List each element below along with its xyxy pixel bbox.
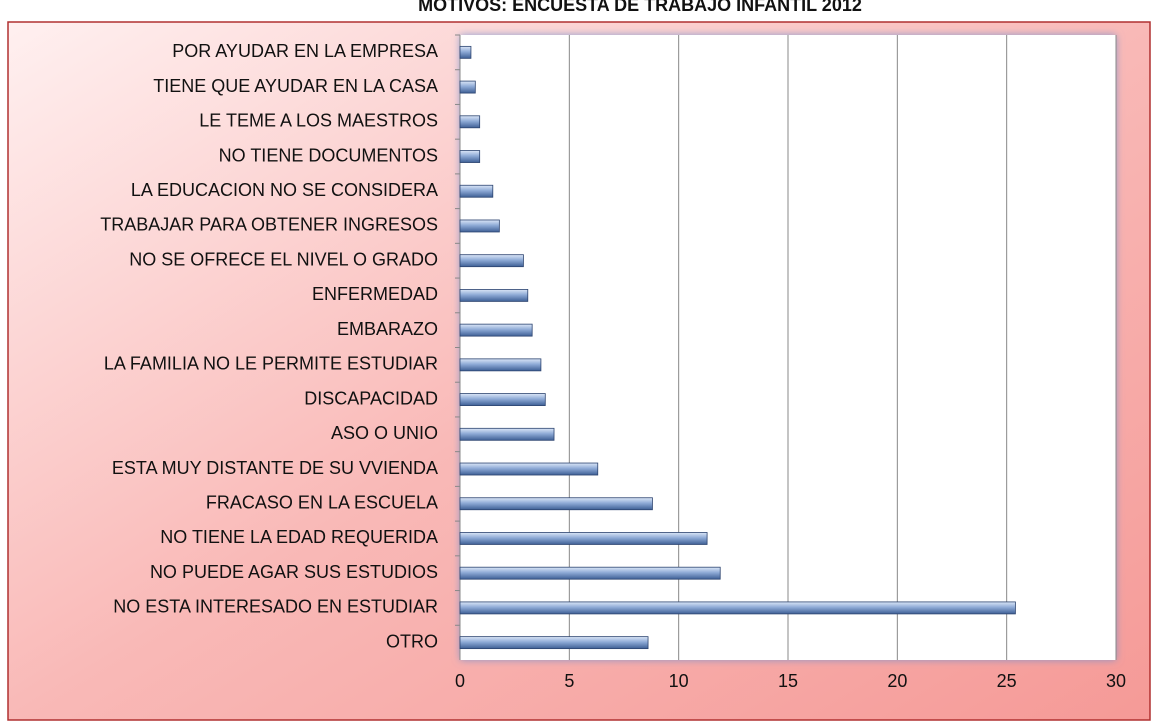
y-tick-label: POR AYUDAR EN LA EMPRESA: [172, 41, 438, 61]
y-tick-label: ASO O UNIO: [331, 423, 438, 443]
x-tick-label: 0: [455, 671, 465, 691]
bar: [459, 393, 546, 406]
y-tick-label: OTRO: [386, 631, 438, 651]
bar: [459, 323, 533, 337]
y-tick-label: TIENE QUE AYUDAR EN LA CASA: [153, 76, 438, 96]
y-tick-label: TRABAJAR PARA OBTENER INGRESOS: [100, 215, 438, 235]
y-tick-label: NO ESTA INTERESADO EN ESTUDIAR: [113, 597, 438, 617]
y-tick-label: NO PUEDE AGAR SUS ESTUDIOS: [150, 562, 438, 582]
bar: [459, 601, 1016, 615]
x-tick-label: 15: [778, 671, 798, 691]
bar: [459, 497, 653, 511]
bar: [459, 150, 481, 163]
y-tick-label: FRACASO EN LA ESCUELA: [206, 493, 438, 513]
x-tick-label: 10: [669, 671, 689, 691]
y-tick-label: NO TIENE DOCUMENTOS: [219, 145, 438, 165]
y-tick-label: NO TIENE LA EDAD REQUERIDA: [160, 527, 438, 547]
bar: [459, 184, 494, 198]
x-tick-label: 20: [887, 671, 907, 691]
bar: [459, 636, 649, 650]
y-tick-label: LA EDUCACION NO SE CONSIDERA: [131, 180, 438, 200]
y-tick-label: ENFERMEDAD: [312, 284, 438, 304]
y-tick-label: NO SE OFRECE EL NIVEL O GRADO: [129, 249, 438, 269]
chart-title: MOTIVOS: ENCUESTA DE TRABAJO INFANTIL 20…: [418, 0, 862, 15]
bar: [459, 532, 708, 545]
bar: [459, 358, 542, 372]
y-tick-label: LE TEME A LOS MAESTROS: [199, 111, 438, 131]
bar: [459, 115, 481, 129]
bar: [459, 254, 524, 268]
x-tick-label: 30: [1106, 671, 1126, 691]
y-tick-label: LA FAMILIA NO LE PERMITE ESTUDIAR: [104, 354, 438, 374]
bar: [459, 427, 555, 441]
bar: [459, 219, 500, 233]
y-tick-label: DISCAPACIDAD: [304, 388, 438, 408]
bar: [459, 566, 721, 580]
y-tick-label: EMBARAZO: [337, 319, 438, 339]
x-tick-label: 25: [997, 671, 1017, 691]
x-tick-label: 5: [564, 671, 574, 691]
bar: [459, 289, 529, 302]
bar: [459, 462, 599, 476]
bar: [459, 45, 472, 59]
bar: [459, 80, 476, 94]
y-tick-label: ESTA MUY DISTANTE DE SU VVIENDA: [112, 458, 438, 478]
